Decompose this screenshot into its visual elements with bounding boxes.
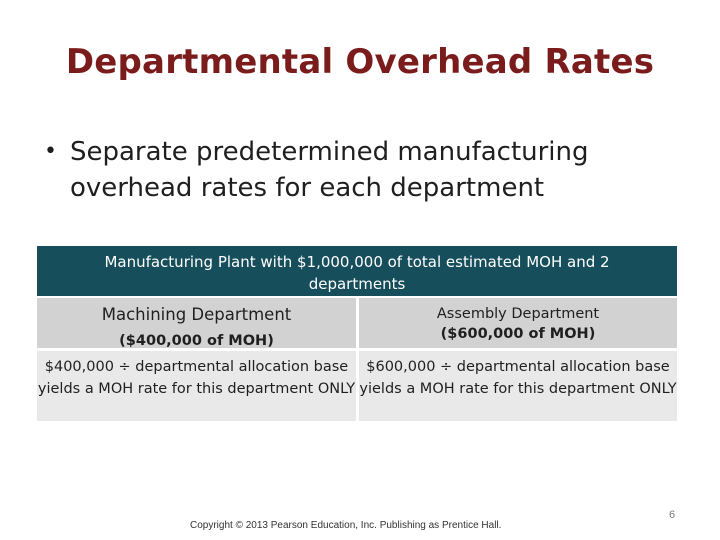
copyright-notice: Copyright © 2013 Pearson Education, Inc.… [190,520,502,531]
machining-department-name: Machining Department [101,305,292,324]
allocation-row: $400,000 ÷ departmental allocation base … [37,351,677,421]
table-header: Manufacturing Plant with $1,000,000 of t… [37,246,677,298]
machining-department-moh: ($400,000 of MOH) [119,333,274,349]
page-number: 6 [669,509,676,521]
bullet-icon: • [44,139,57,164]
bullet-point: • Separate predetermined manufacturing o… [44,134,664,206]
assembly-department-moh: ($600,000 of MOH) [440,326,596,342]
department-table: Manufacturing Plant with $1,000,000 of t… [37,246,677,421]
assembly-department-cell: Assembly Department ($600,000 of MOH) [359,298,677,348]
assembly-department-name: Assembly Department [436,306,600,322]
bullet-text: Separate predetermined manufacturing ove… [70,137,589,203]
machining-allocation-cell: $400,000 ÷ departmental allocation base … [37,351,356,421]
machining-department-cell: Machining Department ($400,000 of MOH) [37,298,356,349]
assembly-allocation-cell: $600,000 ÷ departmental allocation base … [359,351,677,421]
slide-title: Departmental Overhead Rates [65,42,655,82]
department-row: Machining Department ($400,000 of MOH) A… [37,298,677,349]
